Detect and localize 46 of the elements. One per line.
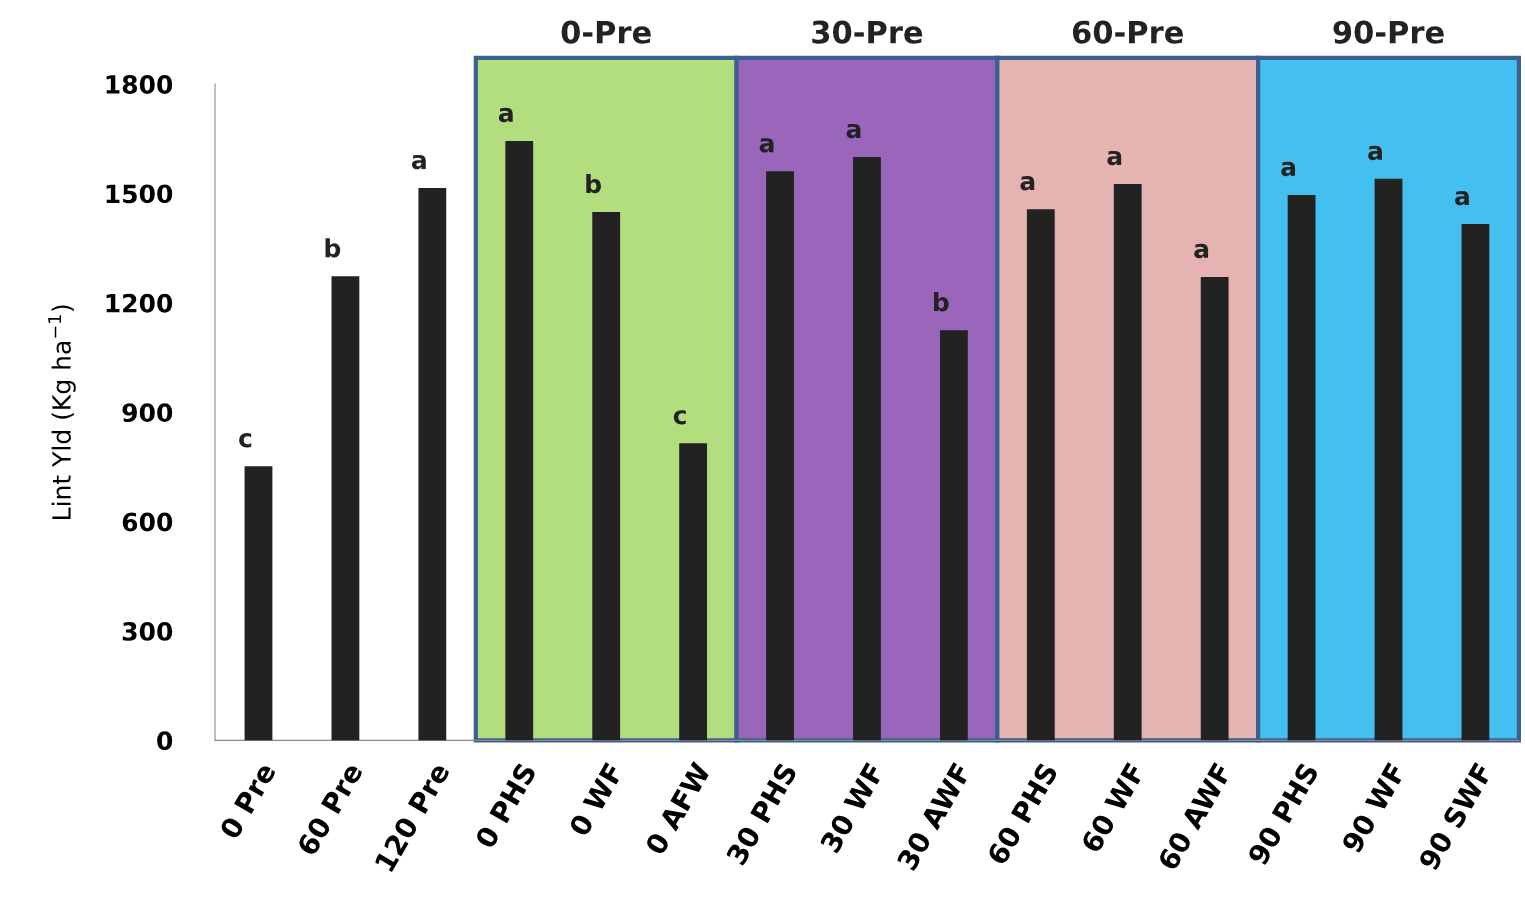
bar	[853, 156, 881, 741]
annotation: b	[586, 173, 601, 194]
x-tick-label: 0 WF	[567, 762, 624, 838]
bar	[592, 212, 621, 741]
y-tick-label: 900	[122, 403, 173, 423]
annotation: a	[1455, 191, 1469, 206]
bar	[1200, 276, 1229, 741]
bar	[679, 443, 708, 741]
bar	[1113, 183, 1142, 741]
annotation: a	[1194, 243, 1209, 259]
annotation: a	[1281, 161, 1296, 177]
annotation: a	[1107, 150, 1122, 166]
bar	[1287, 194, 1316, 741]
bar	[418, 187, 447, 741]
y-tick-label: 0	[157, 731, 173, 751]
annotation: b	[325, 238, 341, 258]
bar	[244, 466, 273, 741]
annotation: a	[411, 154, 426, 170]
y-tick-label: 1500	[106, 184, 173, 204]
band-label: 60-Pre	[1072, 20, 1183, 44]
annotation: b	[934, 292, 949, 312]
y-tick-label: 300	[122, 621, 173, 641]
annotation: c	[239, 433, 252, 448]
bar	[1461, 224, 1490, 741]
annotation: a	[759, 138, 774, 153]
y-tick-label: 1200	[106, 293, 173, 313]
annotation: a	[498, 107, 513, 123]
bar	[1374, 178, 1403, 741]
annotation: a	[846, 123, 861, 139]
bar	[331, 276, 360, 741]
annotation: a	[1368, 145, 1382, 161]
x-tick-label: 60 WF	[1080, 762, 1146, 854]
y-axis-title: Lint Yld (Kg ha$^{−1}$)	[48, 305, 76, 519]
band-label: 0-Pre	[561, 20, 651, 44]
bar	[1026, 209, 1055, 741]
annotation: a	[1020, 176, 1035, 191]
bar	[939, 330, 968, 741]
y-tick-label: 1800	[106, 75, 173, 94]
annotation: c	[673, 410, 686, 425]
band-label: 30-Pre	[812, 20, 923, 44]
x-tick-label: 90 WF	[1340, 762, 1406, 855]
band-label: 90-Pre	[1333, 20, 1444, 44]
bar	[505, 140, 534, 741]
bar	[766, 171, 794, 741]
y-tick-label: 600	[122, 512, 173, 532]
x-tick-label: 30 WF	[819, 762, 885, 854]
